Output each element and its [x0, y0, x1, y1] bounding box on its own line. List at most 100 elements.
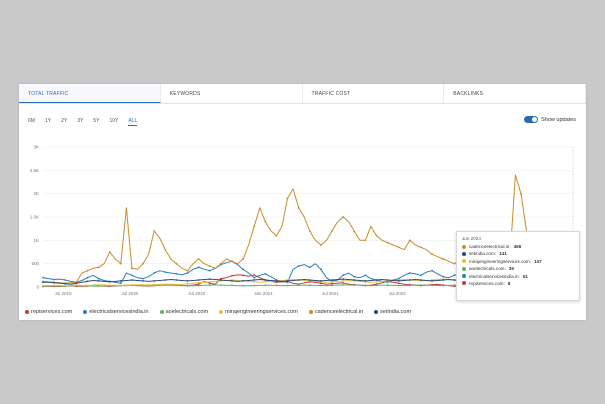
data-point	[286, 281, 289, 284]
data-point	[197, 266, 200, 269]
range-1y-button[interactable]: 1Y	[44, 118, 52, 124]
data-point	[453, 284, 456, 287]
x-tick-label: Jul 2022	[389, 291, 407, 296]
data-point	[331, 279, 333, 281]
tab-backlinks[interactable]: BACKLINKS	[444, 84, 586, 103]
legend-dot-icon	[83, 310, 88, 314]
data-point	[342, 216, 344, 218]
data-point	[75, 282, 78, 285]
data-point	[442, 284, 445, 287]
data-point	[108, 251, 111, 253]
tab-total-traffic[interactable]: TOTAL TRAFFIC	[19, 84, 161, 103]
legend-item[interactable]: setindia.com	[374, 309, 411, 315]
tooltip-row-value: 35	[508, 266, 514, 272]
data-point	[275, 284, 278, 287]
data-point	[408, 272, 411, 274]
data-point	[186, 284, 189, 287]
data-point	[375, 279, 378, 281]
data-point	[86, 269, 89, 272]
data-point	[64, 282, 67, 285]
tab-traffic-cost[interactable]: TRAFFIC COST	[303, 84, 445, 103]
data-point	[397, 282, 400, 285]
range-2y-button[interactable]: 2Y	[61, 118, 68, 124]
legend-dot-icon	[25, 310, 29, 314]
data-point	[142, 283, 144, 286]
data-point	[420, 279, 422, 281]
tab-keywords[interactable]: KEYWORDS	[161, 84, 303, 103]
data-point	[408, 239, 411, 242]
data-point	[131, 267, 133, 270]
data-point	[275, 234, 278, 237]
data-point	[397, 277, 400, 280]
show-updates-toggle[interactable]	[524, 116, 539, 123]
data-point	[431, 280, 433, 282]
legend-item[interactable]: repiservices.com	[25, 309, 72, 315]
data-point	[197, 258, 200, 260]
y-tick-label: 2.5K	[30, 168, 39, 173]
data-point	[175, 262, 178, 265]
legend-item[interactable]: aoelectricals.com	[159, 309, 208, 315]
tooltip-row: cadenceelectrical.in: 466	[462, 244, 574, 249]
data-point	[86, 280, 89, 283]
chart-tooltip: Jun 2024 cadenceelectrical.in: 466 setindi…	[456, 231, 580, 301]
data-point	[308, 266, 311, 269]
data-point	[520, 192, 522, 195]
data-point	[153, 280, 156, 282]
data-point	[431, 269, 433, 272]
chart-legend: repiservices.com electricalservicesindia.…	[25, 309, 411, 315]
data-point	[253, 279, 256, 281]
data-point	[264, 279, 267, 281]
data-point	[164, 248, 167, 251]
data-point	[297, 279, 300, 281]
data-point	[353, 284, 356, 286]
data-point	[364, 280, 367, 282]
data-point	[264, 281, 267, 283]
data-point	[53, 278, 55, 281]
tooltip-row-label: cadenceelectrical.in:	[469, 244, 511, 249]
data-point	[364, 274, 367, 277]
data-point	[197, 279, 200, 281]
tooltip-dot-icon	[462, 251, 466, 256]
data-point	[220, 262, 222, 265]
tooltip-row-value: 147	[534, 258, 542, 264]
data-point	[164, 283, 167, 286]
data-point	[364, 239, 367, 242]
legend-item[interactable]: cadenceelectrical.in	[308, 309, 363, 315]
range-3y-button[interactable]: 3Y	[77, 118, 84, 124]
data-point	[286, 280, 289, 282]
data-point	[320, 282, 322, 285]
tooltip-row-label: setindia.com:	[469, 251, 497, 257]
data-point	[353, 275, 356, 278]
legend-item[interactable]: mirajengineeringservices.com	[219, 309, 298, 315]
data-point	[131, 279, 133, 281]
y-tick-label: 1.5K	[30, 215, 39, 220]
data-point	[64, 284, 67, 287]
range-10y-button[interactable]: 10Y	[109, 118, 119, 124]
data-point	[242, 280, 245, 282]
data-point	[75, 284, 78, 286]
data-point	[175, 283, 178, 286]
tooltip-row-value: 8	[507, 280, 511, 286]
data-point	[119, 284, 122, 287]
x-tick-label: Jul 2019	[54, 291, 72, 296]
data-point	[242, 284, 245, 287]
range-6m-button[interactable]: 6M	[28, 118, 35, 124]
data-point	[342, 280, 344, 282]
data-point	[342, 278, 344, 280]
data-point	[175, 273, 178, 275]
range-5y-button[interactable]: 5Y	[93, 118, 100, 124]
data-point	[397, 246, 400, 249]
data-point	[186, 272, 189, 274]
tooltip-row-label: repiservices.com:	[469, 280, 505, 286]
range-all-button[interactable]: ALL	[128, 118, 138, 126]
data-point	[97, 280, 100, 282]
data-point	[253, 274, 256, 276]
data-point	[142, 262, 144, 265]
x-tick-label: Jul 2020	[188, 291, 206, 296]
data-point	[353, 230, 356, 232]
data-point	[231, 284, 233, 287]
data-point	[308, 284, 311, 287]
legend-item[interactable]: electricalservicesindia.in	[83, 309, 149, 315]
tooltip-row-label: mirajengineeringservices.com:	[469, 258, 532, 264]
legend-dot-icon	[219, 310, 224, 314]
